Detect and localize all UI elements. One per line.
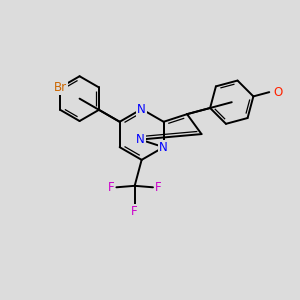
Text: Br: Br bbox=[54, 81, 67, 94]
Text: N: N bbox=[136, 133, 145, 146]
Text: O: O bbox=[273, 85, 282, 99]
Text: N: N bbox=[137, 103, 146, 116]
Text: N: N bbox=[159, 141, 168, 154]
Text: F: F bbox=[131, 205, 138, 218]
Text: F: F bbox=[155, 181, 162, 194]
Text: F: F bbox=[108, 181, 114, 194]
